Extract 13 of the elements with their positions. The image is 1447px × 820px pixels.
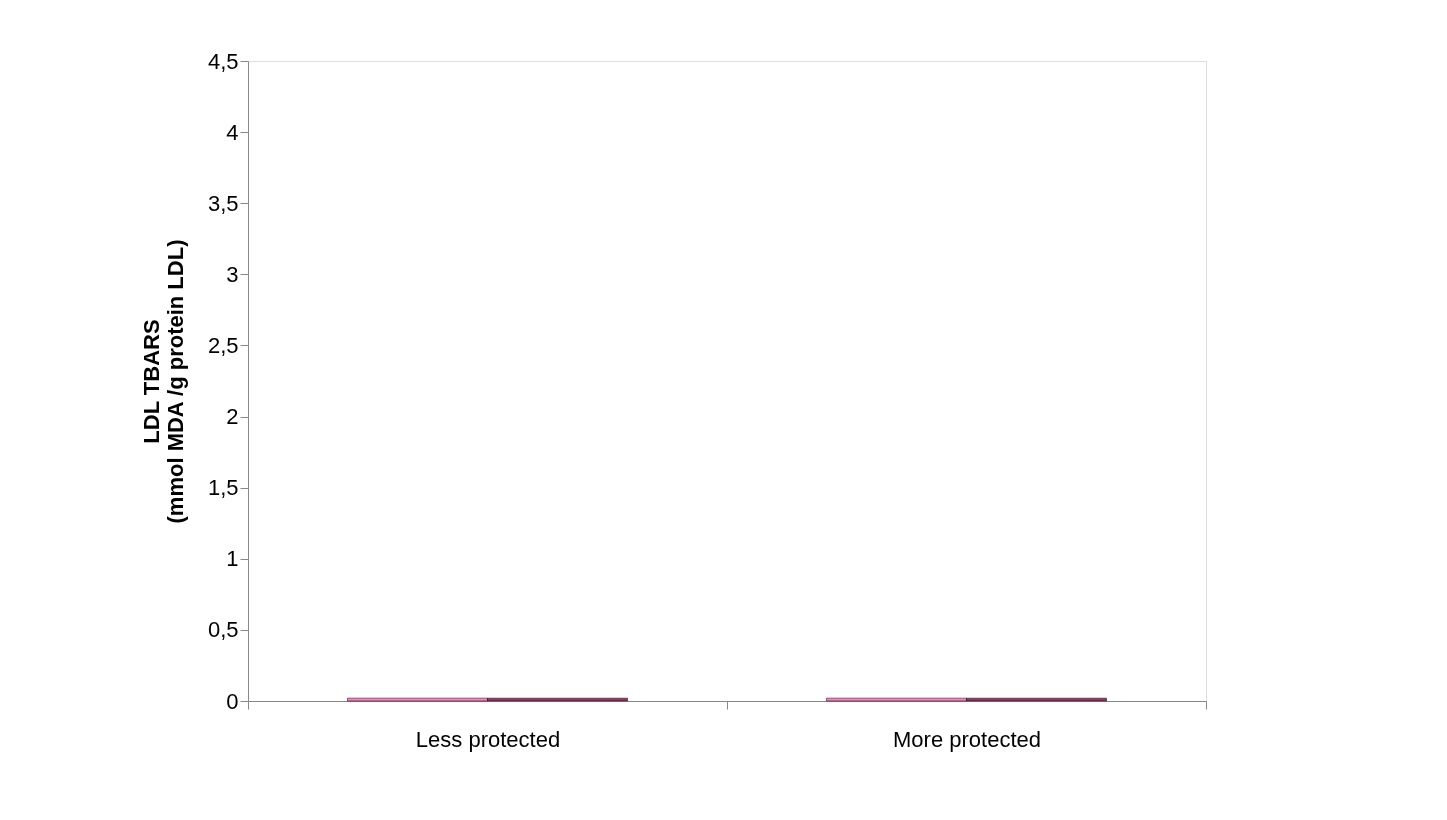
y-tick-label: 1 [226,546,239,572]
y-tick-label: 3,5 [207,190,239,216]
y-tick-label: 4 [226,119,239,145]
y-axis-title: LDL TBARS (mmol MDA /g protein LDL) [138,239,188,524]
y-tick-label: 2,5 [207,332,239,358]
x-tick-label: Less protected [415,726,561,752]
y-tick-label: 0,5 [207,617,239,643]
y-tick-label: 4,5 [207,48,239,74]
y-tick-label: 2 [226,404,239,430]
y-tick-label: 1,5 [207,475,239,501]
x-tick-label: More protected [893,726,1041,752]
y-tick-label: 3 [226,261,239,287]
y-tick-label: 0 [226,688,239,714]
